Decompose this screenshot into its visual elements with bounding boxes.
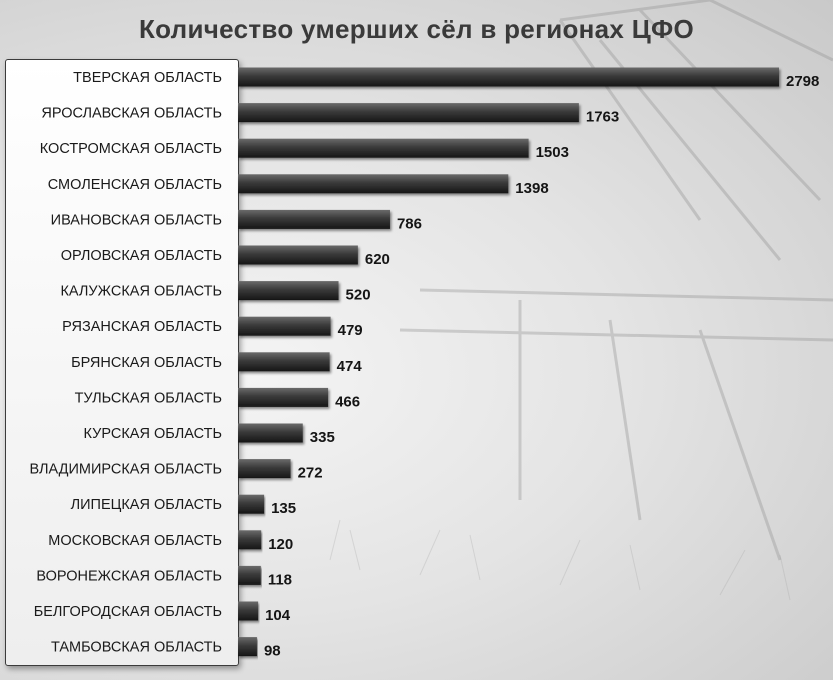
value-label: 1763 (586, 109, 619, 126)
value-label: 118 (268, 571, 292, 588)
category-label: БРЯНСКАЯ ОБЛАСТЬ (71, 355, 222, 371)
bar (238, 67, 779, 87)
category-label: МОСКОВСКАЯ ОБЛАСТЬ (48, 533, 222, 549)
value-label: 479 (338, 322, 363, 339)
bar (238, 423, 303, 443)
category-label: ОРЛОВСКАЯ ОБЛАСТЬ (61, 248, 222, 264)
value-label: 1398 (515, 180, 548, 197)
category-label: СМОЛЕНСКАЯ ОБЛАСТЬ (48, 177, 222, 193)
bar (238, 316, 331, 336)
value-label: 620 (365, 251, 390, 268)
bar (238, 245, 358, 265)
value-label: 1503 (536, 144, 569, 161)
bar (238, 281, 339, 301)
value-label: 520 (346, 287, 371, 304)
category-label: ЯРОСЛАВСКАЯ ОБЛАСТЬ (41, 106, 222, 122)
category-label: ТАМБОВСКАЯ ОБЛАСТЬ (51, 640, 222, 656)
bar (238, 103, 579, 123)
bar (238, 565, 261, 585)
value-label: 466 (335, 393, 360, 410)
category-label: КАЛУЖСКАЯ ОБЛАСТЬ (60, 284, 222, 300)
bar (238, 352, 330, 372)
category-label: ТУЛЬСКАЯ ОБЛАСТЬ (75, 390, 222, 406)
value-label: 120 (268, 536, 293, 553)
category-label: КОСТРОМСКАЯ ОБЛАСТЬ (40, 141, 222, 157)
value-label: 98 (264, 643, 281, 660)
value-label: 135 (271, 500, 296, 517)
category-label: РЯЗАНСКАЯ ОБЛАСТЬ (62, 319, 222, 335)
bar (238, 601, 259, 621)
category-label: БЕЛГОРОДСКАЯ ОБЛАСТЬ (34, 604, 222, 620)
chart-title: Количество умерших сёл в регионах ЦФО (138, 14, 695, 44)
value-label: 2798 (786, 73, 819, 90)
category-label: КУРСКАЯ ОБЛАСТЬ (84, 426, 222, 442)
category-label: ВЛАДИМИРСКАЯ ОБЛАСТЬ (29, 462, 222, 478)
bar (238, 209, 390, 229)
bar (238, 530, 262, 550)
bar (238, 138, 529, 158)
category-label: ЛИПЕЦКАЯ ОБЛАСТЬ (71, 497, 222, 513)
value-label: 272 (298, 465, 323, 482)
category-label: ВОРОНЕЖСКАЯ ОБЛАСТЬ (36, 568, 222, 584)
bar (238, 459, 291, 479)
bar (238, 637, 257, 657)
value-label: 104 (265, 607, 291, 624)
bar (238, 494, 265, 514)
value-label: 474 (337, 358, 363, 375)
category-label: ИВАНОВСКАЯ ОБЛАСТЬ (51, 212, 222, 228)
category-label: ТВЕРСКАЯ ОБЛАСТЬ (73, 70, 222, 86)
value-label: 335 (310, 429, 335, 446)
value-label: 786 (397, 215, 422, 232)
bar (238, 174, 509, 194)
bar (238, 387, 329, 407)
category-label-panel (5, 59, 239, 666)
